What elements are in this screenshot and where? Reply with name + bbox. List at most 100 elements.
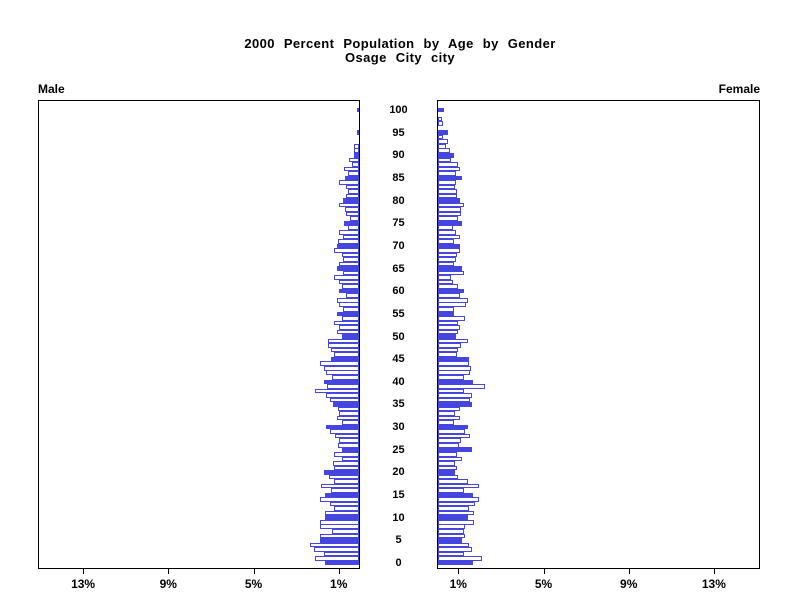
percent-axis-tick-label: 5%: [244, 577, 263, 591]
male-pyramid-bar: [336, 243, 359, 249]
percent-axis-tick: [543, 569, 545, 574]
male-pyramid-bar: [357, 107, 359, 113]
male-pyramid-bar: [320, 361, 359, 366]
male-pyramid-bar: [345, 175, 359, 181]
male-panel-label: Male: [38, 82, 65, 96]
male-pyramid-bar: [320, 533, 359, 539]
female-pyramid-bar: [438, 148, 451, 154]
male-pyramid-bar: [330, 397, 359, 403]
female-pyramid-bar: [438, 207, 462, 212]
male-pyramid-bar: [356, 130, 359, 135]
percent-axis-tick-label: 9%: [620, 577, 638, 591]
male-pyramid-bar: [339, 261, 359, 267]
female-pyramid-bar: [438, 501, 476, 507]
male-pyramid-bar: [334, 275, 359, 280]
male-pyramid-bar: [334, 465, 359, 471]
female-pyramid-bar: [438, 497, 480, 502]
age-axis-label: 40: [392, 375, 405, 388]
male-pyramid-bar: [320, 538, 359, 543]
female-pyramid-bar: [438, 143, 447, 149]
female-pyramid-bar: [438, 297, 468, 303]
female-pyramid-bar: [438, 488, 465, 493]
male-pyramid-bar: [327, 343, 359, 348]
female-pyramid-bar: [438, 384, 486, 389]
male-pyramid-bar: [343, 198, 359, 203]
female-pyramid-bar: [438, 402, 473, 407]
male-pyramid-bar: [341, 334, 359, 339]
percent-axis-tick: [458, 569, 460, 574]
male-pyramid-bar: [330, 347, 359, 353]
female-pyramid-bar: [438, 234, 460, 240]
male-pyramid-bar: [334, 451, 359, 457]
female-pyramid-bar: [438, 334, 457, 339]
male-pyramid-bar: [336, 266, 359, 271]
male-pyramid-bar: [323, 365, 359, 371]
female-pyramid-bar: [438, 429, 466, 434]
female-pyramid-bar: [438, 270, 465, 276]
female-pyramid-bar: [438, 483, 480, 489]
male-pyramid-bar: [320, 524, 359, 530]
male-pyramid-bar: [332, 461, 359, 466]
female-pyramid-bar: [438, 438, 461, 443]
female-pyramid-bar: [438, 139, 448, 144]
female-pyramid-bar: [438, 424, 468, 430]
female-pyramid-bar: [438, 470, 455, 475]
male-pyramid-bar: [334, 248, 359, 253]
male-pyramid-bar: [345, 293, 359, 299]
male-pyramid-bar: [333, 352, 359, 357]
male-pyramid-bar: [353, 153, 359, 158]
female-pyramid-bar: [438, 107, 444, 113]
male-pyramid-bar: [324, 515, 359, 520]
female-pyramid-bar: [438, 230, 457, 235]
male-pyramid-bar: [331, 374, 359, 380]
female-pyramid-bar: [438, 465, 457, 471]
female-pyramid-bar: [438, 171, 457, 176]
male-pyramid-bar: [351, 162, 359, 167]
male-pyramid-bar: [348, 189, 359, 194]
age-axis-label: 95: [392, 126, 405, 139]
male-pyramid-bar: [338, 202, 359, 208]
male-pyramid-bar: [344, 166, 359, 172]
female-pyramid-bar: [438, 519, 475, 525]
female-pyramid-bar: [438, 166, 461, 172]
female-pyramid-bar: [438, 243, 461, 249]
male-pyramid-bar: [339, 279, 359, 285]
male-pyramid-bar: [350, 216, 359, 221]
percent-axis-tick-label: 5%: [534, 577, 553, 591]
female-pyramid-bar: [438, 175, 463, 181]
male-pyramid-bar: [343, 307, 359, 312]
female-pyramid-bar: [438, 510, 475, 516]
male-pyramid-bar: [339, 288, 359, 294]
male-pyramid-bar: [326, 370, 359, 376]
male-pyramid-bar: [341, 252, 359, 258]
percent-axis-tick: [168, 569, 170, 574]
chart-title: 2000 Percent Population by Age by Gender: [244, 36, 556, 51]
percent-axis-tick: [83, 569, 85, 574]
female-pyramid-bar: [438, 284, 458, 289]
age-axis-label: 75: [392, 217, 405, 230]
male-pyramid-bar: [339, 325, 359, 330]
age-axis-label: 5: [395, 534, 402, 547]
female-pyramid-bar: [438, 456, 463, 462]
female-pyramid-bar: [438, 447, 473, 453]
male-pyramid-bar: [349, 157, 359, 163]
age-axis-label: 50: [392, 330, 405, 343]
male-pyramid-bar: [327, 384, 359, 389]
male-pyramid-bar: [341, 447, 359, 453]
female-pyramid-bar: [438, 121, 443, 126]
female-pyramid-bar: [438, 451, 457, 457]
male-pyramid-bar: [339, 438, 359, 443]
female-pyramid-bar: [438, 560, 473, 566]
female-pyramid-bar: [438, 388, 465, 394]
male-pyramid-bar: [336, 329, 359, 335]
male-pyramid-bar: [344, 220, 359, 226]
female-pyramid-bar: [438, 320, 458, 326]
female-pyramid-bar: [438, 189, 457, 194]
female-pyramid-bar: [438, 266, 463, 271]
female-pyramid-bar: [438, 325, 460, 330]
percent-axis-tick-label: 13%: [701, 577, 726, 591]
female-pyramid-bar: [438, 365, 471, 371]
percent-axis-tick: [253, 569, 255, 574]
female-pyramid-bar: [438, 311, 454, 317]
male-pyramid-bar: [314, 547, 359, 552]
